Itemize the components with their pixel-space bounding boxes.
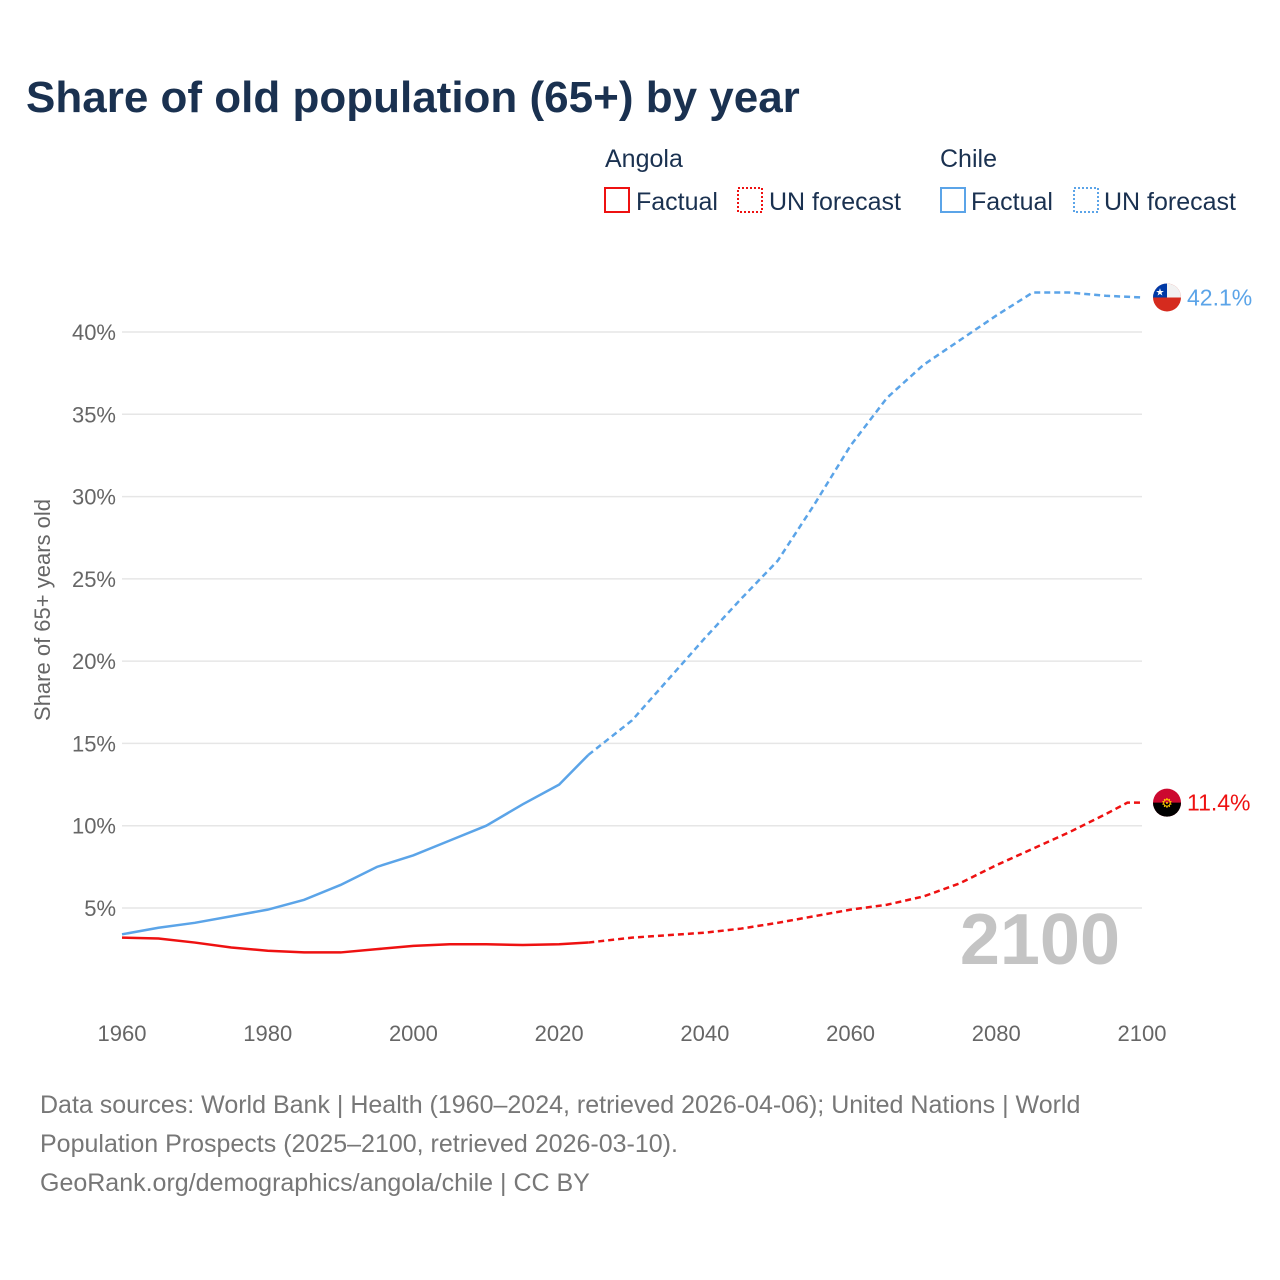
flag-angola-emblem: ⚙ bbox=[1161, 796, 1173, 811]
legend-label-angola-factual[interactable]: Factual bbox=[636, 188, 718, 216]
year-watermark: 2100 bbox=[960, 900, 1120, 980]
x-tick-label: 2020 bbox=[535, 1021, 584, 1046]
series-line-chile-forecast bbox=[587, 291, 1143, 756]
footer-sources-line1: Data sources: World Bank | Health (1960–… bbox=[40, 1091, 1080, 1119]
flag-chile-star: ★ bbox=[1156, 287, 1165, 298]
y-tick-label: 5% bbox=[84, 896, 116, 921]
chart-title: Share of old population (65+) by year bbox=[26, 73, 800, 122]
legend-label-chile-factual[interactable]: Factual bbox=[971, 188, 1053, 216]
legend-group-chile: Chile bbox=[940, 145, 997, 173]
legend: Angola Factual UN forecast Chile Factual… bbox=[604, 145, 1236, 216]
legend-label-angola-forecast[interactable]: UN forecast bbox=[769, 188, 901, 216]
y-tick-label: 15% bbox=[72, 731, 116, 756]
x-tick-label: 2100 bbox=[1118, 1021, 1167, 1046]
y-tick-label: 20% bbox=[72, 649, 116, 674]
legend-swatch-angola-forecast bbox=[737, 187, 763, 213]
end-label-angola: 11.4% bbox=[1187, 790, 1251, 816]
x-tick-label: 2040 bbox=[680, 1021, 729, 1046]
end-label-chile: 42.1% bbox=[1187, 284, 1252, 310]
y-tick-label: 25% bbox=[72, 567, 116, 592]
legend-swatch-angola-factual bbox=[604, 187, 630, 213]
flag-chile-blue bbox=[1153, 283, 1167, 298]
flag-angola-black bbox=[1153, 802, 1181, 817]
x-tick-label: 2060 bbox=[826, 1021, 875, 1046]
legend-label-chile-forecast[interactable]: UN forecast bbox=[1104, 188, 1236, 216]
footer-attribution[interactable]: GeoRank.org/demographics/angola/chile | … bbox=[40, 1169, 590, 1197]
y-tick-label: 40% bbox=[72, 320, 116, 345]
y-tick-label: 30% bbox=[72, 485, 116, 510]
x-tick-label: 1960 bbox=[98, 1021, 147, 1046]
legend-group-angola: Angola bbox=[605, 145, 683, 173]
series-line-angola-forecast bbox=[588, 801, 1142, 944]
y-tick-label: 10% bbox=[72, 814, 116, 839]
footer-sources-line2: Population Prospects (2025–2100, retriev… bbox=[40, 1130, 678, 1158]
series-line-chile-factual bbox=[121, 754, 590, 936]
x-tick-label: 2080 bbox=[972, 1021, 1021, 1046]
legend-swatch-chile-forecast bbox=[1073, 187, 1099, 213]
legend-swatch-chile-factual bbox=[940, 187, 966, 213]
y-tick-label: 35% bbox=[72, 402, 116, 427]
series-line-angola-factual bbox=[121, 936, 589, 954]
x-tick-label: 1980 bbox=[243, 1021, 292, 1046]
y-axis-label: Share of 65+ years old bbox=[30, 499, 55, 721]
x-tick-label: 2000 bbox=[389, 1021, 438, 1046]
